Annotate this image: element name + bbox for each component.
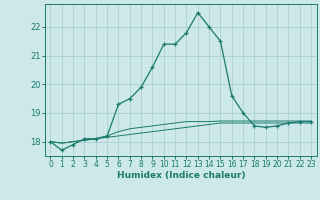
X-axis label: Humidex (Indice chaleur): Humidex (Indice chaleur) [116, 171, 245, 180]
